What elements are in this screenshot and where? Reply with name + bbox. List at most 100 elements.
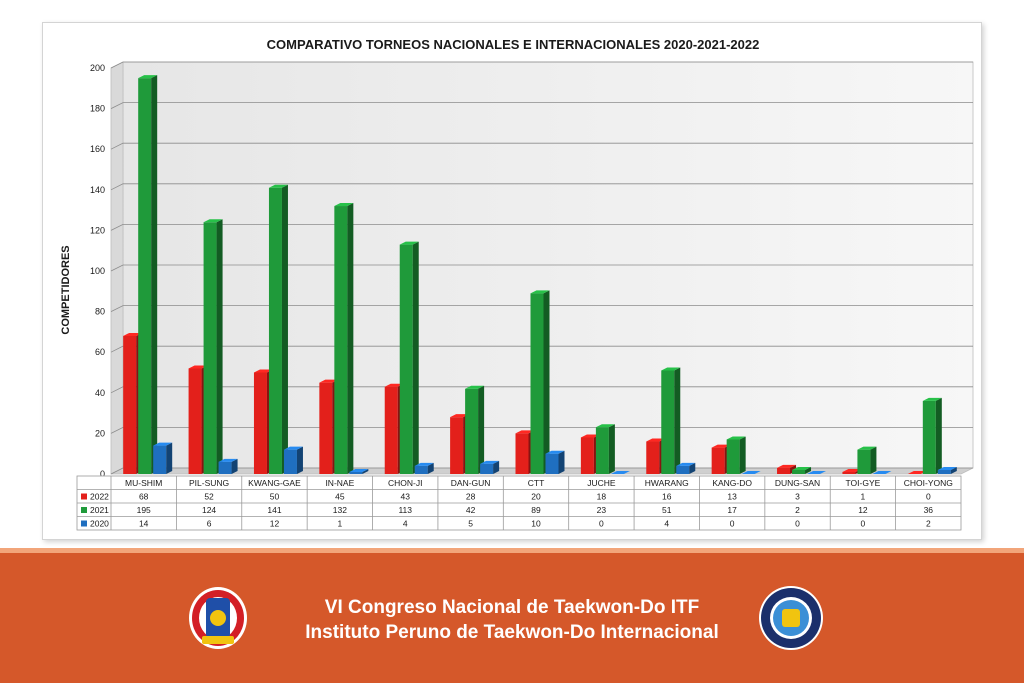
legend-swatch-2020 — [81, 520, 87, 527]
bar-front — [319, 382, 333, 474]
bar-front — [937, 469, 951, 474]
bar-top — [726, 436, 746, 440]
data-label: 28 — [466, 492, 476, 502]
gridline — [110, 305, 973, 312]
bar-top — [349, 468, 369, 472]
bar-2022-choi-yong — [907, 471, 927, 474]
x-tick-label: JUCHE — [587, 478, 616, 488]
x-tick-label: CHOI-YONG — [904, 478, 953, 488]
bar-top — [203, 219, 223, 223]
bar-front — [203, 222, 217, 474]
data-label: 5 — [468, 519, 473, 529]
y-tick-label: 160 — [90, 144, 105, 154]
data-label: 17 — [727, 505, 737, 515]
gridline — [110, 426, 973, 434]
bar-front — [450, 417, 464, 474]
bar-side — [543, 290, 550, 474]
x-tick-label: KWANG-GAE — [248, 478, 301, 488]
bar-2021-in-nae — [334, 203, 354, 475]
bar-top — [842, 468, 862, 472]
bar-2021-choi-yong — [922, 397, 942, 474]
bar-side — [950, 466, 957, 474]
itf-logo-icon — [759, 586, 823, 650]
bar-front — [646, 441, 660, 474]
bar-top — [741, 471, 761, 474]
bar-side — [216, 219, 223, 474]
bar-2020-in-nae — [349, 468, 369, 474]
bar-top — [792, 466, 812, 470]
bar-front — [384, 386, 398, 474]
data-label: 12 — [858, 505, 868, 515]
bar-2021-mu-shim — [138, 75, 158, 475]
data-label: 16 — [662, 492, 672, 502]
y-tick-label: 60 — [95, 347, 105, 357]
y-tick-label: 20 — [95, 428, 105, 438]
data-label: 14 — [139, 519, 149, 529]
bar-2021-ctt — [530, 290, 550, 474]
gridline — [110, 183, 973, 191]
bar-top — [283, 446, 303, 450]
bar-top — [465, 385, 485, 389]
x-tick-label: IN-NAE — [325, 478, 354, 488]
y-tick-label: 140 — [90, 185, 105, 195]
data-label: 68 — [139, 492, 149, 502]
data-label: 36 — [924, 505, 934, 515]
data-label: 1 — [861, 492, 866, 502]
bar-side — [870, 446, 877, 474]
bar-front — [515, 433, 529, 474]
legend-entry-2020: 2020 — [90, 519, 109, 529]
data-label: 23 — [597, 505, 607, 515]
bar-side — [608, 424, 615, 474]
x-tick-label: PIL-SUNG — [189, 478, 229, 488]
bar-2020-hwarang — [676, 462, 696, 474]
data-label: 89 — [531, 505, 541, 515]
bar-front — [399, 244, 413, 474]
y-tick-label: 180 — [90, 104, 105, 114]
bar-2020-juche — [610, 471, 630, 474]
gridline — [110, 142, 973, 150]
gridline — [110, 345, 973, 353]
bar-front — [283, 449, 297, 474]
data-label: 45 — [335, 492, 345, 502]
bar-top — [857, 446, 877, 450]
legend-entry-2021: 2021 — [90, 505, 109, 515]
bar-2021-toi-gye — [857, 446, 877, 474]
data-label: 42 — [466, 505, 476, 515]
bar-2020-choi-yong — [937, 466, 957, 474]
bar-2021-chon-ji — [399, 241, 419, 474]
bar-2021-pil-sung — [203, 219, 223, 474]
bar-top — [153, 442, 173, 446]
bar-top — [595, 424, 615, 428]
bar-side — [412, 241, 419, 474]
bar-top — [319, 379, 339, 383]
y-tick-label: 80 — [95, 307, 105, 317]
bar-front — [153, 445, 167, 474]
data-label: 0 — [861, 519, 866, 529]
legend-swatch-2022 — [81, 493, 87, 500]
legend-swatch-2021 — [81, 507, 87, 513]
bar-front — [465, 388, 479, 474]
bar-2020-chon-ji — [414, 462, 434, 474]
footer-title-line2: Instituto Peruno de Taekwon-Do Internaci… — [305, 622, 719, 643]
bar-front — [857, 449, 871, 474]
bar-side — [739, 436, 746, 474]
bar-2020-toi-gye — [872, 471, 892, 474]
data-label: 20 — [531, 492, 541, 502]
data-label: 0 — [795, 519, 800, 529]
data-label: 195 — [137, 505, 151, 515]
footer-banner: VI Congreso Nacional de Taekwon-Do ITF I… — [0, 548, 1024, 683]
data-label: 2 — [926, 519, 931, 529]
bar-top — [807, 471, 827, 474]
bar-front — [253, 372, 267, 474]
data-label: 2 — [795, 505, 800, 515]
bar-top — [414, 462, 434, 466]
x-tick-label: DUNG-SAN — [775, 478, 820, 488]
bar-side — [689, 462, 696, 474]
bar-2020-ctt — [545, 450, 565, 474]
bar-side — [166, 442, 173, 474]
bar-front — [218, 461, 232, 474]
data-label: 51 — [662, 505, 672, 515]
bar-top — [711, 444, 731, 448]
bar-side — [493, 460, 500, 474]
chart-frame: COMPARATIVO TORNEOS NACIONALES E INTERNA… — [42, 22, 982, 540]
